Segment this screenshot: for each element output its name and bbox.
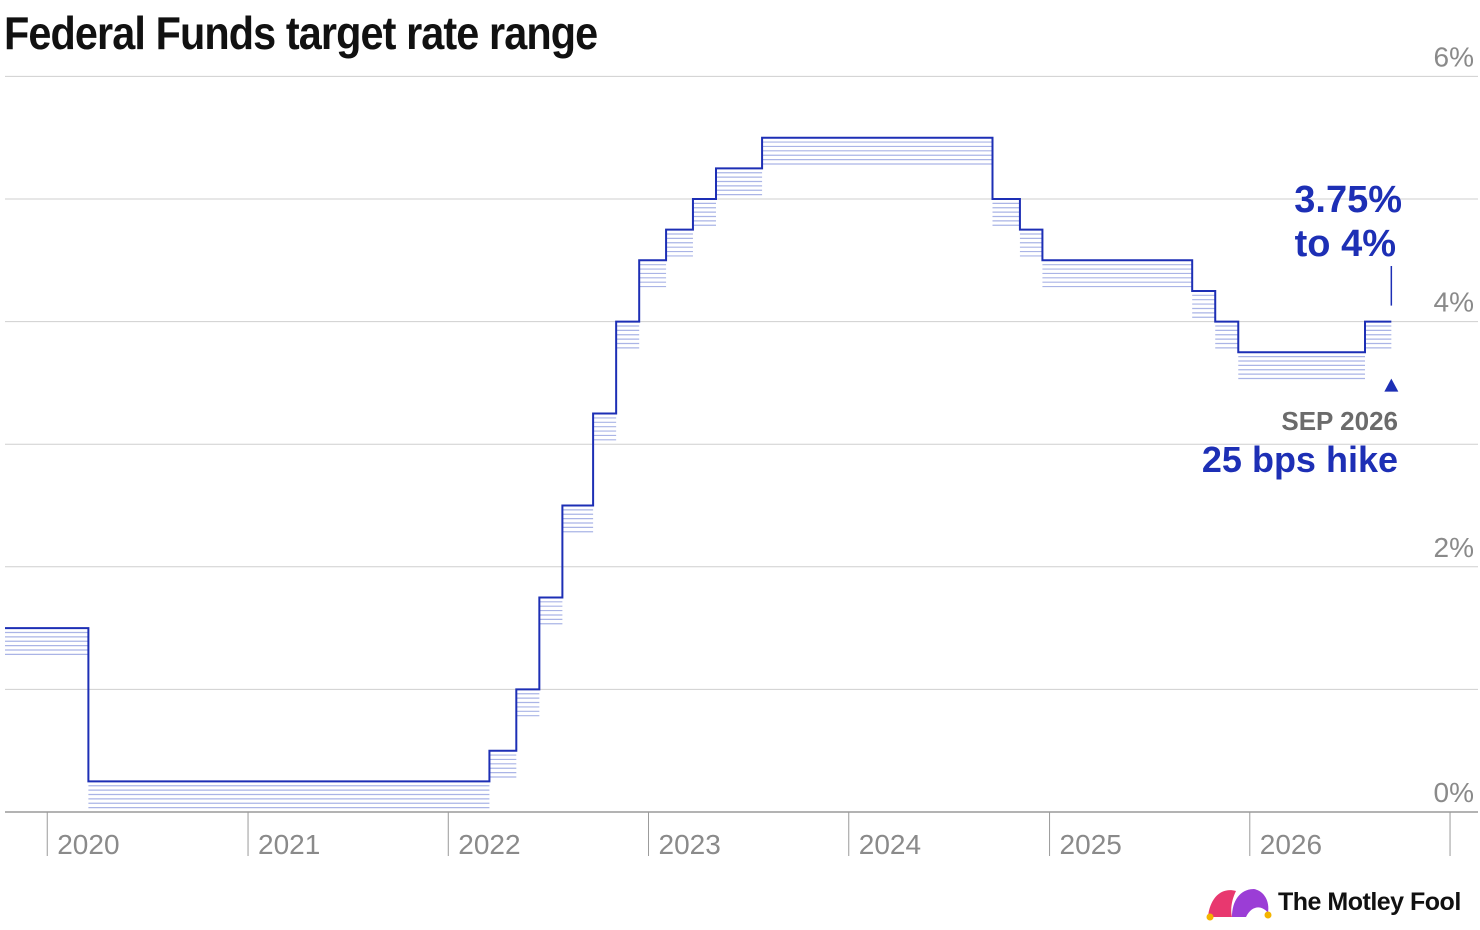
annotation-marker-triangle [1384, 378, 1399, 392]
rate-band [692, 202, 716, 226]
x-tick-label: 2021 [258, 829, 320, 860]
annotation-date-label: SEP 2026 [1281, 406, 1398, 436]
rate-band [1042, 264, 1193, 288]
rate-band [539, 601, 563, 625]
rate-band [715, 172, 763, 196]
jester-cap-icon [1206, 889, 1272, 921]
gridlines [5, 75, 1478, 813]
annotation-value-line: 3.75% [1294, 179, 1402, 221]
y-tick-label: 2% [1434, 532, 1474, 563]
x-tick-label: 2022 [458, 829, 520, 860]
rate-upper-bound-line [5, 136, 1392, 783]
y-tick-label: 6% [1434, 41, 1474, 72]
y-tick-label: 4% [1434, 287, 1474, 318]
brand-logo: The Motley Fool [1206, 882, 1461, 922]
x-tick-label: 2026 [1260, 829, 1322, 860]
rate-band [666, 233, 693, 257]
rate-band [1215, 325, 1239, 349]
rate-range-bands [5, 141, 1392, 809]
x-axis: 2020 2021 2022 2023 2024 2025 2026 [46, 812, 1451, 860]
annotation-event-label: 25 bps hike [1202, 439, 1398, 480]
rate-band [88, 785, 490, 809]
y-tick-label: 0% [1434, 777, 1474, 808]
rate-band [1019, 233, 1043, 257]
rate-band [992, 202, 1020, 226]
y-axis-labels: 0% 2% 4% 6% [1434, 41, 1474, 808]
chart-title: Federal Funds target rate range [4, 7, 598, 59]
rate-step-line [5, 136, 1392, 783]
rate-band [1365, 325, 1392, 349]
rate-band [516, 693, 540, 717]
rate-band [562, 509, 594, 533]
rate-chart: 2020 2021 2022 2023 2024 2025 2026 0% 2% 4% 6% 3.… [5, 41, 1478, 860]
rate-band [593, 417, 617, 441]
rate-band [639, 264, 667, 288]
x-tick-label: 2024 [859, 829, 921, 860]
x-tick-label: 2023 [659, 829, 721, 860]
rate-band [616, 325, 640, 349]
rate-band [1192, 294, 1216, 318]
x-tick-label: 2025 [1060, 829, 1122, 860]
x-tick-label: 2020 [57, 829, 119, 860]
rate-band [1238, 356, 1366, 380]
brand-name: The Motley Fool [1278, 887, 1461, 916]
rate-band [762, 141, 993, 165]
annotation-value-line: to 4% [1295, 223, 1396, 265]
rate-band [489, 754, 517, 778]
rate-band [5, 631, 89, 655]
